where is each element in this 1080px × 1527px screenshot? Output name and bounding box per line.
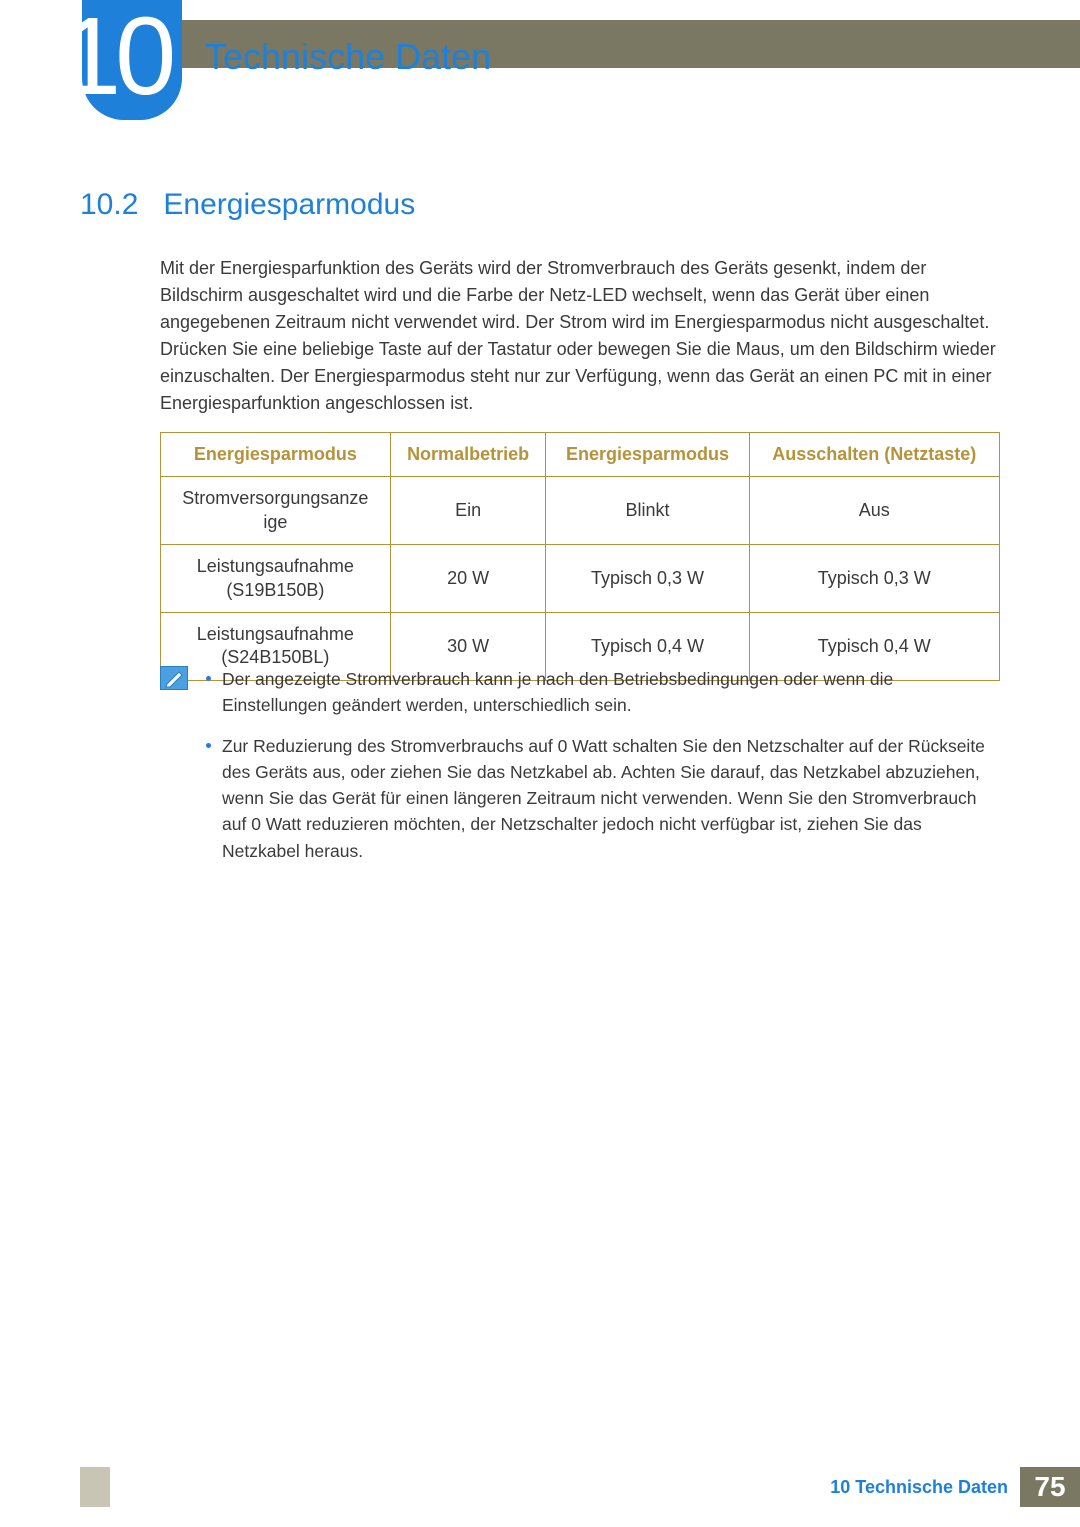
intro-paragraph: Mit der Energiesparfunktion des Geräts w… [160, 255, 1000, 417]
cell: (S19B150B) [226, 580, 324, 600]
note-block: Der angezeigte Stromverbrauch kann je na… [160, 666, 1000, 878]
th-0: Energiesparmodus [161, 433, 391, 477]
cell: Leistungsaufnahme [197, 556, 354, 576]
chapter-title: Technische Daten [205, 36, 491, 78]
table-row: Stromversorgungsanze ige Ein Blinkt Aus [161, 477, 1000, 545]
note-icon [160, 666, 188, 690]
footer-accent [80, 1467, 110, 1507]
cell: Ein [390, 477, 546, 545]
list-item: Zur Reduzierung des Stromverbrauchs auf … [202, 733, 1000, 864]
footer: 10 Technische Daten 75 [830, 1467, 1080, 1507]
cell: Aus [749, 477, 999, 545]
cell: Stromversorgungsanze [182, 488, 368, 508]
cell: ige [263, 512, 287, 532]
page-number: 75 [1020, 1467, 1080, 1507]
table-row: Leistungsaufnahme (S19B150B) 20 W Typisch… [161, 545, 1000, 613]
cell: Typisch 0,3 W [546, 545, 749, 613]
footer-text: 10 Technische Daten [830, 1477, 1008, 1498]
cell: Blinkt [546, 477, 749, 545]
th-3: Ausschalten (Netztaste) [749, 433, 999, 477]
note-list: Der angezeigte Stromverbrauch kann je na… [202, 666, 1000, 878]
cell: 20 W [390, 545, 546, 613]
chapter-number: 10 [60, 2, 170, 112]
power-table: Energiesparmodus Normalbetrieb Energiesp… [160, 432, 1000, 681]
section-number: 10.2 [80, 188, 138, 221]
th-2: Energiesparmodus [546, 433, 749, 477]
list-item: Der angezeigte Stromverbrauch kann je na… [202, 666, 1000, 719]
section-heading: 10.2 Energiesparmodus [80, 188, 415, 222]
th-1: Normalbetrieb [390, 433, 546, 477]
cell: Typisch 0,3 W [749, 545, 999, 613]
cell: Leistungsaufnahme [197, 624, 354, 644]
cell: (S24B150BL) [221, 647, 329, 667]
section-title: Energiesparmodus [163, 188, 415, 221]
